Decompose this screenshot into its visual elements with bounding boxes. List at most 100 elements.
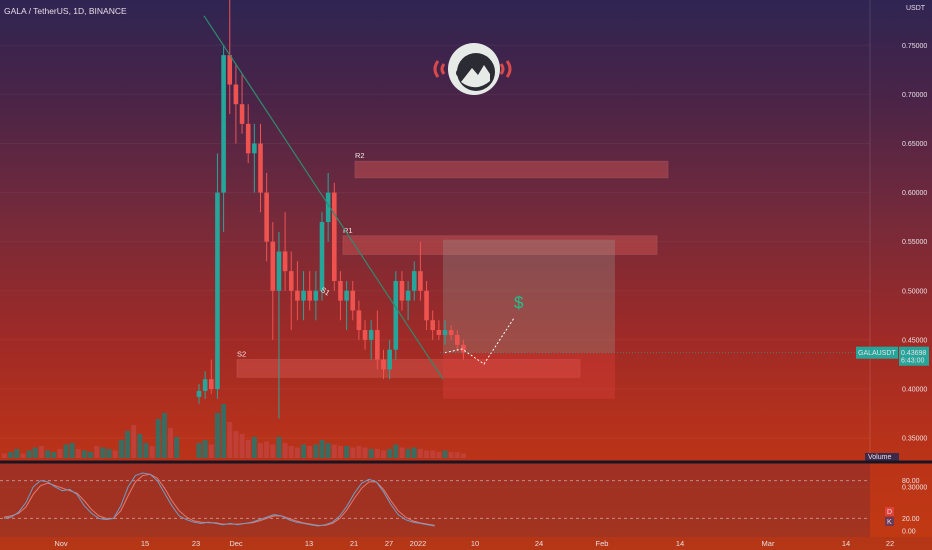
- zone-r1: [342, 235, 658, 255]
- volume-bar: [350, 447, 356, 458]
- osc-tick-label: 80.00: [902, 478, 920, 485]
- logo-chart-shape: [461, 65, 490, 88]
- candles: [196, 0, 466, 419]
- volume-bar: [208, 444, 214, 458]
- candle-body: [282, 251, 288, 272]
- volume-bar: [57, 449, 63, 458]
- osc-badge-d-bg: [885, 507, 894, 516]
- volume-bar: [313, 444, 319, 458]
- candle-body: [301, 290, 306, 301]
- candle-body: [233, 84, 239, 105]
- volume-label-bg: [865, 453, 899, 461]
- volume-bar: [325, 443, 331, 458]
- s2-label: S2: [237, 350, 246, 359]
- volume-bar: [161, 413, 167, 458]
- candle-body: [332, 192, 337, 281]
- price-tick-label: 0.60000: [902, 190, 927, 197]
- volume-bar: [405, 449, 411, 458]
- date-tick-label: Feb: [596, 539, 609, 548]
- volume-bar: [69, 443, 75, 458]
- volume-bar: [2, 453, 7, 458]
- price-axis[interactable]: 1.150001.100001.050001.000000.950000.900…: [440, 0, 929, 492]
- candle-body: [448, 330, 454, 335]
- candle-body: [461, 344, 466, 353]
- candle-body: [258, 143, 263, 193]
- unit-label: USDT: [906, 5, 926, 12]
- volume-bar: [245, 440, 251, 458]
- candle-body: [442, 330, 448, 335]
- profit-box: [443, 239, 615, 353]
- date-tick-label: Mar: [762, 539, 775, 548]
- volume-bar: [417, 449, 423, 458]
- candle-body: [196, 390, 202, 397]
- candle-body: [405, 290, 411, 301]
- trendline: [203, 15, 444, 380]
- logo-signal-right: [505, 60, 512, 78]
- date-tick-label: 2022: [410, 539, 427, 548]
- candle-body: [430, 320, 435, 331]
- volume-bar: [288, 446, 294, 458]
- date-tick-label: 27: [385, 539, 393, 548]
- candle-body: [288, 271, 294, 291]
- candle-body: [202, 379, 208, 391]
- volume-bar: [81, 450, 87, 458]
- candle-body: [307, 290, 312, 301]
- countdown: 6:43:00: [901, 358, 924, 365]
- volume-bar: [221, 404, 227, 458]
- symbol-tag-bg: [856, 346, 898, 359]
- candle-body: [393, 280, 399, 350]
- osc-badge-k-bg: [885, 517, 894, 526]
- volume-bar: [38, 446, 44, 458]
- candle-body: [381, 359, 386, 370]
- date-tick-label: Nov: [54, 539, 68, 548]
- price-tick-label: 0.30000: [902, 485, 927, 492]
- candle-body: [362, 330, 368, 340]
- zone-s2: [236, 359, 581, 378]
- candle-body: [368, 330, 374, 340]
- date-axis[interactable]: Nov 15 23 Dec 13 21 27 2022 10 24 Feb 14 Mar 14 22: [0, 537, 932, 550]
- volume-bar: [258, 443, 263, 458]
- price-tick-label: 0.55000: [902, 239, 927, 246]
- volume-bar: [149, 446, 155, 458]
- target-dollar: $: [514, 293, 524, 312]
- candle-body: [264, 192, 269, 242]
- volume-bar: [282, 443, 288, 458]
- candle-body: [325, 192, 331, 223]
- volume-bar: [125, 431, 130, 458]
- volume-bar: [14, 449, 20, 458]
- volume-label: Volume: [868, 454, 891, 461]
- volume-bar: [112, 450, 118, 458]
- drawings: S1 $: [203, 15, 524, 380]
- volume-bar: [51, 452, 57, 458]
- candle-body: [252, 143, 257, 154]
- candle-body: [344, 290, 349, 301]
- candle-body: [209, 379, 214, 389]
- stoch-oscillator: 80.00 20.00 0.00 DK: [0, 460, 932, 537]
- volume-bar: [436, 452, 442, 458]
- volume-bar: [399, 447, 405, 458]
- volume-bar: [362, 447, 368, 458]
- volume-bar: [411, 447, 417, 458]
- volume-bar: [276, 437, 282, 458]
- logo-signal-left: [433, 60, 440, 78]
- r2-label: R2: [355, 151, 365, 160]
- price-tick-label: 0.80000: [902, 0, 927, 1]
- volume-bar: [251, 437, 257, 458]
- date-tick-label: Dec: [229, 539, 243, 548]
- candle-body: [313, 290, 319, 301]
- robot-helmet-logo: [433, 43, 512, 95]
- candle-body: [436, 330, 442, 335]
- date-tick-label: 21: [350, 539, 358, 548]
- volume-bar: [63, 444, 69, 458]
- candle-body: [295, 290, 300, 301]
- volume-bar: [430, 450, 436, 458]
- volume-bar: [137, 434, 143, 458]
- volume-bar: [448, 452, 454, 458]
- volume-bar: [460, 453, 466, 458]
- last-price: 0.43698: [901, 350, 926, 357]
- volume-bar: [227, 422, 233, 458]
- candle-body: [215, 192, 220, 389]
- volume-bar: [106, 449, 112, 458]
- volume-bar: [131, 425, 137, 458]
